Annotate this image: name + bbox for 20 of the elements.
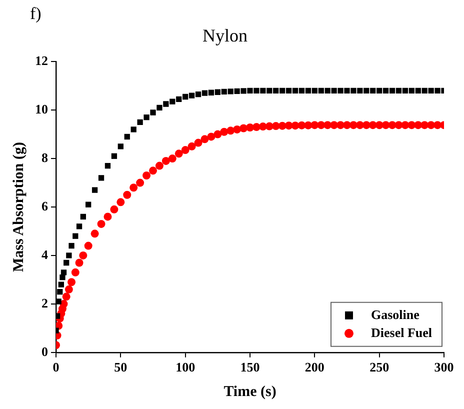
text: f)	[30, 4, 42, 23]
y-tick-label: 4	[42, 246, 48, 262]
x-tick-label: 50	[114, 360, 128, 375]
y-tick-label: 0	[42, 344, 48, 359]
y-axis-title: Mass Absorption (g)	[10, 142, 27, 272]
x-tick-label: 250	[370, 360, 390, 375]
x-tick-label: 0	[52, 360, 60, 375]
x-axis-title: Time (s)	[224, 384, 276, 400]
legend-label: Diesel Fuel	[370, 324, 432, 340]
x-tick-label: 100	[176, 360, 196, 375]
legend-label: Gasoline	[370, 306, 420, 322]
x-tick-label: 300	[434, 360, 454, 375]
x-tick-label: 150	[240, 360, 260, 375]
y-tick-label: 12	[35, 52, 48, 68]
y-tick-label: 6	[42, 198, 48, 214]
y-tick-label: 8	[42, 150, 48, 165]
y-tick-label: 2	[42, 295, 48, 310]
x-tick-label: 200	[304, 360, 324, 375]
chart-title: Nylon	[202, 26, 248, 46]
y-tick-label: 10	[35, 101, 48, 116]
